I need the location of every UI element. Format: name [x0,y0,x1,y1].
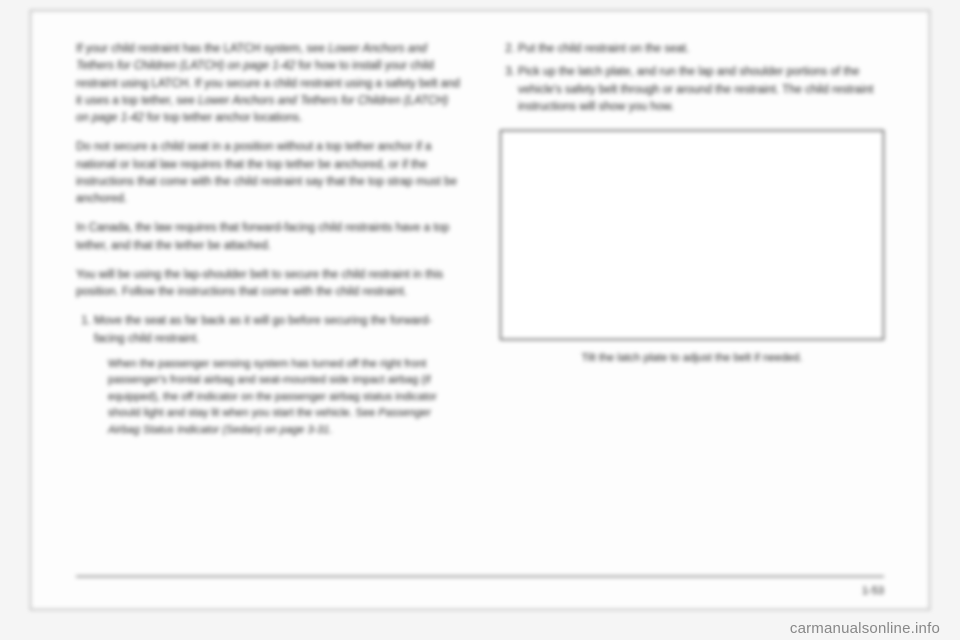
step-3: Pick up the latch plate, and run the lap… [518,64,884,116]
figure-caption: Tilt the latch plate to adjust the belt … [500,350,884,367]
text: If your child restraint has the LATCH sy… [76,43,328,55]
two-column-layout: If your child restraint has the LATCH sy… [76,41,884,450]
step-2: Put the child restraint on the seat. [518,41,884,58]
text: for top tether anchor locations. [144,112,303,124]
step-1-note: When the passenger sensing system has tu… [108,356,460,439]
text: . [329,424,332,436]
paragraph-latch: If your child restraint has the LATCH sy… [76,41,460,127]
paragraph-warning: Do not secure a child seat in a position… [76,139,460,208]
right-column: Put the child restraint on the seat. Pic… [500,41,884,450]
step-1: Move the seat as far back as it will go … [94,313,460,438]
step-list-continued: Put the child restraint on the seat. Pic… [518,41,884,116]
watermark: carmanualsonline.info [790,620,940,637]
step-text: Move the seat as far back as it will go … [94,315,432,344]
footer-rule [76,576,884,577]
paragraph-canada: In Canada, the law requires that forward… [76,220,460,255]
left-column: If your child restraint has the LATCH sy… [76,41,460,450]
page-number: 1-53 [862,585,884,597]
paragraph-lapbelt: You will be using the lap-shoulder belt … [76,267,460,302]
illustration-box [500,130,884,340]
step-list: Move the seat as far back as it will go … [94,313,460,438]
manual-page: If your child restraint has the LATCH sy… [30,10,930,610]
